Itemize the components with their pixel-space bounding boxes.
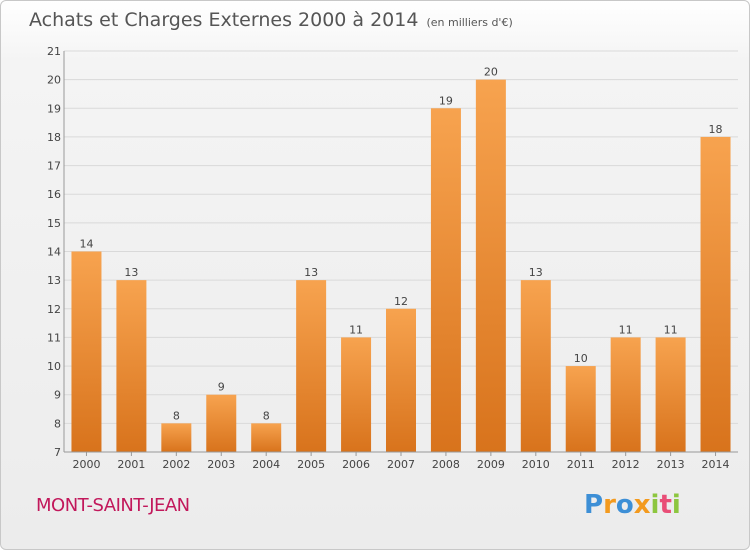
bar (565, 366, 596, 452)
bar-value-label: 11 (664, 323, 678, 336)
bar (71, 251, 102, 452)
logo-letter: r (603, 490, 616, 520)
logo-letter: P (584, 490, 604, 520)
proxiti-logo: Proxiti (584, 490, 681, 520)
x-tick-label: 2010 (522, 458, 550, 471)
y-tick-label: 15 (47, 217, 61, 230)
bar-value-label: 13 (529, 266, 543, 279)
y-tick-label: 16 (47, 188, 61, 201)
y-tick-label: 13 (47, 274, 61, 287)
y-tick-label: 18 (47, 131, 61, 144)
bar-value-label: 14 (79, 238, 93, 251)
bar-value-label: 18 (709, 123, 723, 136)
x-tick-label: 2009 (477, 458, 505, 471)
x-tick-label: 2003 (207, 458, 235, 471)
bar-value-label: 8 (263, 409, 270, 422)
bar (655, 337, 686, 452)
y-tick-label: 19 (47, 102, 61, 115)
bar-value-label: 19 (439, 94, 453, 107)
logo-letter: o (615, 490, 634, 520)
x-tick-label: 2006 (342, 458, 370, 471)
x-tick-label: 2007 (387, 458, 415, 471)
y-tick-label: 12 (47, 303, 61, 316)
commune-name: MONT-SAINT-JEAN (36, 495, 190, 516)
x-tick-label: 2012 (612, 458, 640, 471)
bar (520, 280, 551, 452)
x-tick-label: 2004 (252, 458, 280, 471)
bar-value-label: 11 (619, 323, 633, 336)
bar-value-label: 8 (173, 409, 180, 422)
bar-value-label: 9 (218, 381, 225, 394)
logo-letter: t (659, 490, 672, 520)
y-tick-label: 20 (47, 74, 61, 87)
bar-value-label: 13 (124, 266, 138, 279)
x-tick-label: 2000 (72, 458, 100, 471)
bar (206, 394, 237, 452)
bar (341, 337, 372, 452)
chart-subtitle: (en milliers d'€) (426, 16, 513, 29)
y-tick-label: 10 (47, 360, 61, 373)
x-tick-label: 2014 (702, 458, 730, 471)
x-tick-label: 2013 (657, 458, 685, 471)
bar (386, 308, 416, 452)
bar (700, 136, 731, 452)
y-tick-label: 8 (54, 417, 61, 430)
chart-title: Achats et Charges Externes 2000 à 2014 (e… (29, 9, 513, 31)
x-tick-label: 2005 (297, 458, 325, 471)
bar-value-label: 20 (484, 66, 498, 79)
bar (610, 337, 641, 452)
x-tick-label: 2011 (567, 458, 595, 471)
y-tick-label: 11 (47, 331, 61, 344)
bar-value-label: 13 (304, 266, 318, 279)
y-tick-label: 21 (47, 45, 61, 58)
y-tick-label: 9 (54, 389, 61, 402)
bar (430, 108, 461, 453)
y-tick-label: 7 (54, 446, 61, 459)
bar (161, 423, 192, 452)
logo-letter: i (650, 490, 660, 520)
bar (116, 280, 147, 452)
bar (296, 280, 327, 452)
bar-value-label: 12 (394, 295, 408, 308)
bar (251, 423, 282, 452)
logo-letter: i (671, 490, 681, 520)
logo-letter: x (633, 490, 651, 520)
bar (475, 79, 506, 453)
x-tick-label: 2001 (117, 458, 145, 471)
y-tick-label: 14 (47, 246, 61, 259)
bar-value-label: 11 (349, 323, 363, 336)
bar-value-label: 10 (574, 352, 588, 365)
x-tick-label: 2008 (432, 458, 460, 471)
y-tick-label: 17 (47, 160, 61, 173)
x-tick-label: 2002 (162, 458, 190, 471)
chart-title-text: Achats et Charges Externes 2000 à 2014 (29, 9, 419, 31)
